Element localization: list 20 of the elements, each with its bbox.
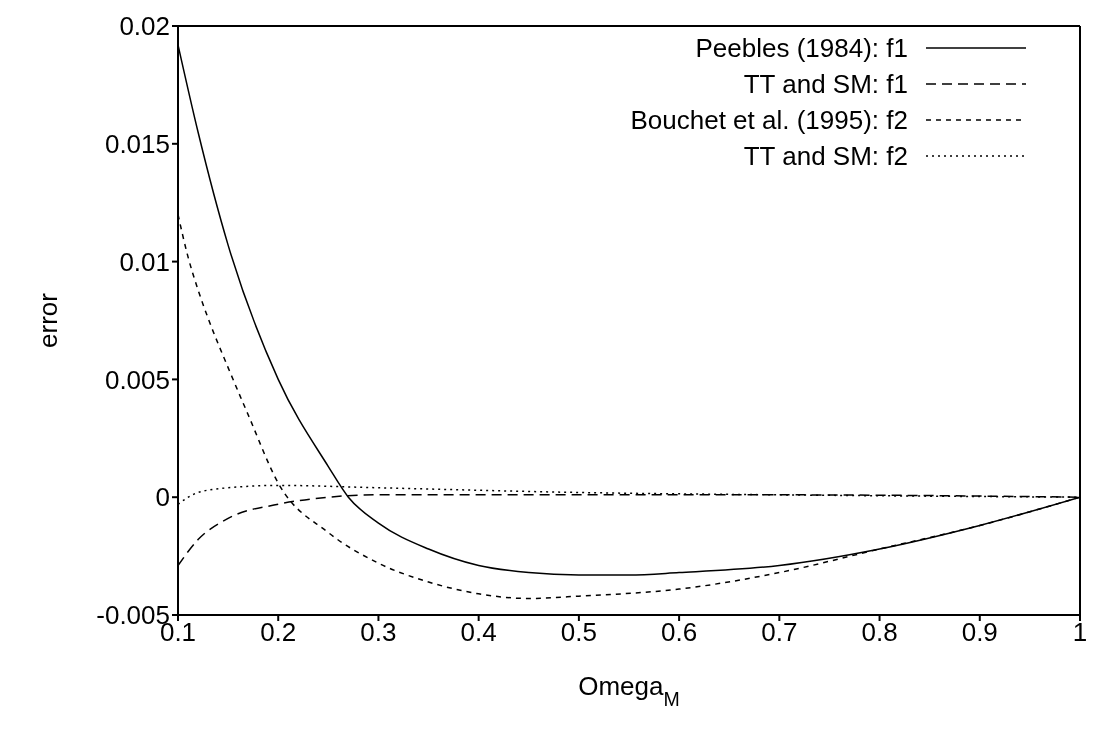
y-tick-label: 0.01 [119,246,170,277]
x-tick-label: 0.7 [761,617,798,648]
x-tick-label: 1 [1072,617,1088,648]
x-tick-label: 0.3 [360,617,397,648]
legend-label: TT and SM: f1 [743,68,908,100]
x-tick-label: 0.2 [260,617,297,648]
y-tick-label: 0.015 [104,129,170,160]
y-tick-label: 0 [155,482,170,513]
legend-label: Peebles (1984): f1 [695,32,908,64]
x-tick-label: 0.9 [961,617,998,648]
y-tick-label: 0.005 [104,364,170,395]
x-tick-label: 0.8 [861,617,898,648]
legend-label: Bouchet et al. (1995): f2 [630,104,908,136]
x-tick-label: 0.5 [560,617,597,648]
y-tick-label: 0.02 [119,11,170,42]
x-tick-label: 0.6 [661,617,698,648]
x-axis-title: Omega$_{M}$ [578,671,680,710]
y-axis-title: error [33,292,64,348]
legend-label: TT and SM: f2 [743,140,908,172]
x-tick-label: 0.4 [460,617,497,648]
